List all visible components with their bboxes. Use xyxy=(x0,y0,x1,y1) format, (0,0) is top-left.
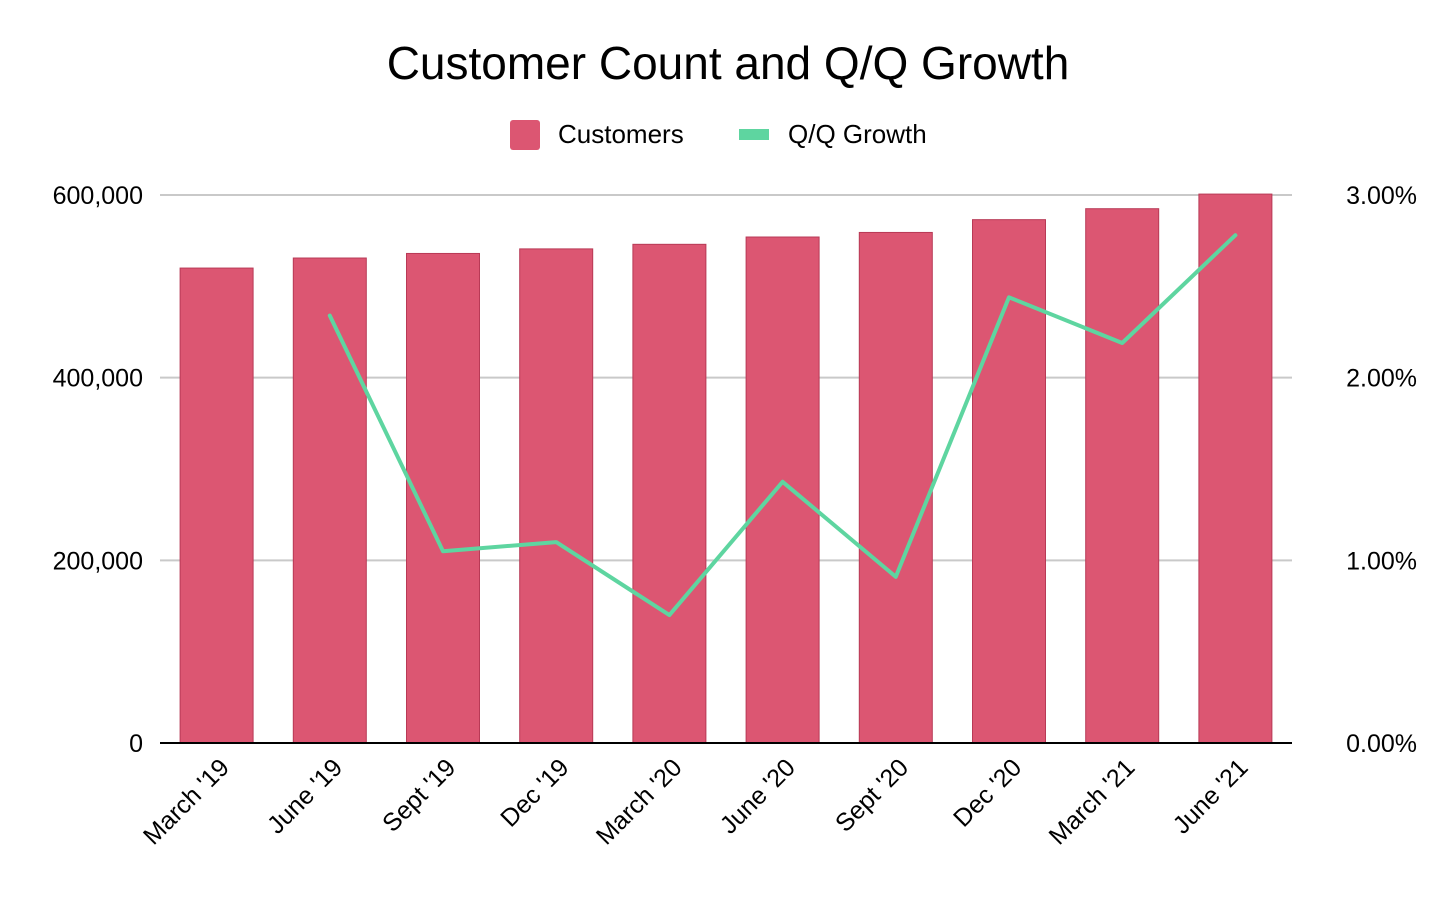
chart-title: Customer Count and Q/Q Growth xyxy=(387,37,1070,89)
category-label: June '19 xyxy=(262,753,348,839)
bar-customers xyxy=(745,236,820,744)
bar-customers xyxy=(292,257,367,744)
left-tick-label: 400,000 xyxy=(53,365,143,393)
right-tick-label: 1.00% xyxy=(1346,547,1417,575)
left-tick-label: 0 xyxy=(129,730,143,758)
right-tick-label: 0.00% xyxy=(1346,730,1417,758)
bar-series-customers xyxy=(179,193,1273,744)
left-tick-label: 600,000 xyxy=(53,182,143,210)
category-label: March '21 xyxy=(1044,753,1141,850)
x-axis-labels: March '19 June '19 Sept '19 Dec '19 March '2… xyxy=(138,753,1254,850)
legend-swatch-customers xyxy=(510,120,540,150)
category-label: June '20 xyxy=(715,753,801,839)
line-series-qq-growth xyxy=(327,233,1238,618)
category-label: Dec '19 xyxy=(495,753,574,832)
category-label: June '21 xyxy=(1168,753,1254,839)
bar-customers xyxy=(858,231,933,744)
bar-customers xyxy=(632,243,707,744)
legend-label-customers: Customers xyxy=(558,119,684,149)
category-label: Dec '20 xyxy=(948,753,1027,832)
bar-customers xyxy=(1085,208,1160,744)
category-label: Sept '19 xyxy=(377,753,461,837)
category-label: Sept '20 xyxy=(830,753,914,837)
bar-customers xyxy=(179,267,254,744)
bar-customers xyxy=(1198,193,1273,744)
right-y-axis-labels: 0.00% 1.00% 2.00% 3.00% xyxy=(1346,182,1417,758)
legend-label-qq-growth: Q/Q Growth xyxy=(788,119,927,149)
legend: Customers Q/Q Growth xyxy=(510,119,927,150)
category-label: March '20 xyxy=(591,753,688,850)
left-y-axis-labels: 0 200,000 400,000 600,000 xyxy=(53,182,143,758)
right-tick-label: 2.00% xyxy=(1346,365,1417,393)
category-label: March '19 xyxy=(138,753,235,850)
left-tick-label: 200,000 xyxy=(53,547,143,575)
bar-customers xyxy=(519,248,594,744)
right-tick-label: 3.00% xyxy=(1346,182,1417,210)
legend-swatch-qq-growth xyxy=(739,129,769,140)
